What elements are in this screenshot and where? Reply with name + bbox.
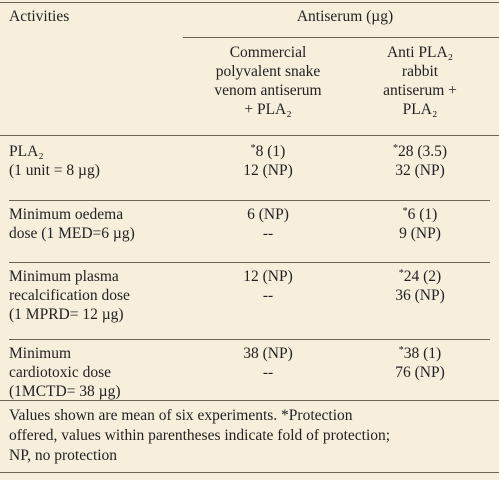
column-header: antiserum + bbox=[383, 82, 457, 99]
cell-line: *24 (2) bbox=[398, 268, 442, 285]
column-header: polyvalent snake bbox=[215, 63, 321, 80]
cell-line: recalcification dose bbox=[9, 287, 130, 304]
cell-line: (1 MPRD= 12 µg) bbox=[9, 306, 124, 323]
cell-line: (1 unit = 8 µg) bbox=[9, 162, 100, 179]
cell-line: 9 (NP) bbox=[399, 225, 441, 242]
cell-line: cardiotoxic dose bbox=[9, 364, 112, 381]
cell-line: dose (1 MED=6 µg) bbox=[9, 225, 135, 242]
rule bbox=[0, 400, 499, 401]
cell-line: Minimum plasma bbox=[9, 268, 119, 285]
cell-line: -- bbox=[262, 364, 274, 381]
header-label: Activities bbox=[9, 8, 70, 25]
cell-line: 76 (NP) bbox=[395, 364, 445, 381]
cell-line: PLA₂ bbox=[9, 143, 44, 160]
cell-line: *38 (1) bbox=[398, 345, 442, 362]
header-group: Antiserum (µg) bbox=[296, 8, 394, 25]
column-header: rabbit bbox=[401, 63, 439, 80]
rule bbox=[9, 200, 490, 201]
cell-line: *28 (3.5) bbox=[392, 143, 448, 160]
rule bbox=[0, 135, 499, 136]
rule bbox=[0, 2, 499, 3]
cell-line: (1MCTD= 38 µg) bbox=[9, 383, 121, 400]
column-header: Anti PLA₂ bbox=[386, 44, 454, 61]
rule bbox=[9, 339, 490, 340]
cell-line: *6 (1) bbox=[402, 206, 438, 223]
cell-line: Minimum oedema bbox=[9, 206, 124, 223]
column-header: venom antiserum bbox=[214, 82, 322, 99]
cell-line: 38 (NP) bbox=[243, 345, 293, 362]
footnote-line: offered, values within parentheses indic… bbox=[9, 427, 391, 444]
cell-line: 6 (NP) bbox=[247, 206, 289, 223]
footnote-line: Values shown are mean of six experiments… bbox=[9, 407, 353, 424]
rule bbox=[183, 37, 499, 38]
cell-line: -- bbox=[262, 287, 274, 304]
rule bbox=[9, 262, 490, 263]
footnote-line: NP, no protection bbox=[9, 447, 118, 464]
cell-line: 36 (NP) bbox=[395, 287, 445, 304]
cell-line: 12 (NP) bbox=[243, 162, 293, 179]
column-header: PLA₂ bbox=[402, 101, 438, 118]
column-header: + PLA₂ bbox=[244, 101, 292, 118]
column-header: Commercial bbox=[229, 44, 307, 61]
cell-line: Minimum bbox=[9, 345, 72, 362]
rule bbox=[0, 472, 499, 473]
cell-line: 32 (NP) bbox=[395, 162, 445, 179]
cell-line: -- bbox=[262, 225, 274, 242]
cell-line: 12 (NP) bbox=[243, 268, 293, 285]
cell-line: *8 (1) bbox=[250, 143, 286, 160]
